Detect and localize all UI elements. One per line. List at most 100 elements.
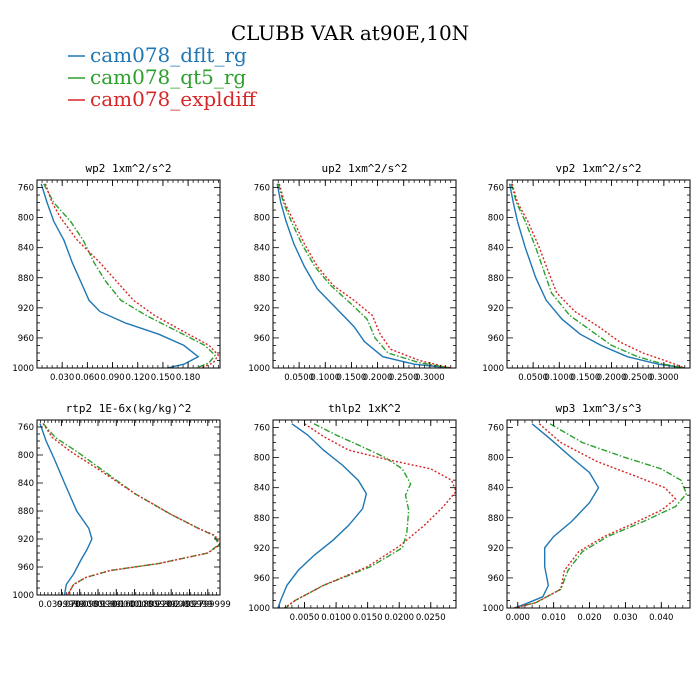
xtick-label: 0.0399999: [38, 600, 84, 610]
ytick-label: 1000: [482, 604, 504, 614]
ytick-label: 1000: [248, 364, 270, 374]
ytick-label: 840: [254, 244, 270, 254]
ytick-label: 1000: [12, 364, 34, 374]
ytick-label: 920: [18, 304, 34, 314]
panel-title: rtp2 1E-6x(kg/kg)^2: [66, 402, 192, 415]
ytick-label: 840: [254, 484, 270, 494]
xtick-label: 0.1500: [337, 373, 367, 383]
plot-frame: [36, 179, 221, 369]
ytick-label: 800: [488, 214, 504, 224]
xtick-label: 0.2499999: [167, 600, 213, 610]
xtick-label: 0.1000: [544, 373, 574, 383]
series-line-1: [39, 423, 93, 595]
xtick-label: 0.2799999: [185, 600, 231, 610]
ytick-label: 880: [254, 514, 270, 524]
figure-title: CLUBB VAR at90E,10N: [231, 21, 469, 45]
plot-frame: [506, 419, 691, 609]
xtick-label: 0.0100: [321, 613, 351, 623]
xtick-label: 0.030: [50, 373, 74, 383]
legend-label-qt5: cam078_qt5_rg: [90, 65, 246, 89]
xtick-label: 0.090: [100, 373, 124, 383]
ytick-label: 920: [254, 544, 270, 554]
ytick-label: 960: [254, 334, 270, 344]
ytick-label: 920: [18, 535, 34, 545]
xtick-label: 0.2500: [389, 373, 419, 383]
panel-2: up2 1xm^2/s^2 760 800 840 880 920 960 1000 0.050…: [248, 162, 457, 383]
panel-6: wp3 1xm^3/s^3 760 800 840 880 920 960 10000.000…: [482, 402, 691, 623]
ytick-label: 880: [488, 274, 504, 284]
ytick-label: 960: [18, 334, 34, 344]
legend: cam078_dflt_rg cam078_qt5_rg cam078_expl…: [68, 43, 258, 111]
panel-title: thlp2 1xK^2: [328, 402, 401, 415]
ytick-label: 920: [488, 544, 504, 554]
xtick-label: 0.3000: [415, 373, 445, 383]
ytick-label: 760: [254, 424, 270, 434]
series-line-1: [276, 183, 451, 368]
xtick-label: 0.1600000: [112, 600, 158, 610]
ytick-label: 840: [18, 479, 34, 489]
xtick-label: 0.020: [577, 613, 601, 623]
series-line-1: [40, 183, 200, 368]
xtick-label: 0.0150: [353, 613, 383, 623]
xtick-label: 0.1899999: [130, 600, 176, 610]
ytick-label: 760: [18, 423, 34, 433]
xtick-label: 0.0250: [416, 613, 446, 623]
series-line-2: [42, 423, 220, 595]
ytick-label: 800: [18, 214, 34, 224]
series-line-2: [510, 183, 685, 368]
ytick-label: 960: [488, 334, 504, 344]
ytick-label: 1000: [482, 364, 504, 374]
legend-label-expldiff: cam078_expldiff: [90, 87, 258, 111]
ytick-label: 760: [254, 184, 270, 194]
xtick-label: 0.0700000: [57, 600, 103, 610]
plot-frame: [272, 179, 457, 369]
ytick-label: 880: [18, 507, 34, 517]
ytick-label: 800: [254, 454, 270, 464]
panel-title: vp2 1xm^2/s^2: [555, 162, 641, 175]
panel-title: wp3 1xm^3/s^3: [555, 402, 641, 415]
xtick-label: 0.2500: [623, 373, 653, 383]
panel-title: up2 1xm^2/s^2: [321, 162, 407, 175]
series-line-3: [278, 183, 451, 368]
series-line-3: [44, 183, 220, 368]
ytick-label: 880: [18, 274, 34, 284]
ytick-label: 1000: [12, 591, 34, 601]
ytick-label: 880: [254, 274, 270, 284]
series-line-3: [42, 423, 220, 595]
xtick-label: 0.180: [176, 373, 200, 383]
ytick-label: 800: [488, 454, 504, 464]
series-line-3: [283, 423, 456, 608]
xtick-label: 0.040: [649, 613, 673, 623]
xtick-label: 0.030: [613, 613, 637, 623]
ytick-label: 920: [488, 304, 504, 314]
xtick-label: 0.2000: [363, 373, 393, 383]
legend-label-dflt: cam078_dflt_rg: [90, 43, 247, 67]
xtick-label: 0.010: [541, 613, 565, 623]
xtick-label: 0.120: [126, 373, 150, 383]
xtick-label: 0.1500: [571, 373, 601, 383]
series-line-3: [511, 183, 686, 368]
series-line-2: [285, 423, 412, 608]
ytick-label: 760: [488, 424, 504, 434]
ytick-label: 760: [18, 184, 34, 194]
ytick-label: 840: [18, 244, 34, 254]
ytick-label: 1000: [248, 604, 270, 614]
panel-title: wp2 1xm^2/s^2: [85, 162, 171, 175]
xtick-label: 0.0999999: [75, 600, 121, 610]
xtick-label: 0.150: [151, 373, 175, 383]
xtick-label: 0.000: [506, 613, 530, 623]
ytick-label: 960: [488, 574, 504, 584]
panels: wp2 1xm^2/s^2 760 800 840 880 920 960 1000 0.030…: [12, 162, 691, 623]
series-line-1: [277, 423, 368, 608]
plot-frame: [36, 419, 221, 596]
ytick-label: 760: [488, 184, 504, 194]
xtick-label: 0.1000: [310, 373, 340, 383]
xtick-label: 0.0200: [384, 613, 414, 623]
series-line-3: [514, 423, 677, 608]
ytick-label: 960: [254, 574, 270, 584]
panel-1: wp2 1xm^2/s^2 760 800 840 880 920 960 1000 0.030…: [12, 162, 221, 383]
ytick-label: 840: [488, 484, 504, 494]
xtick-label: 0.060: [75, 373, 99, 383]
series-line-2: [43, 183, 216, 368]
